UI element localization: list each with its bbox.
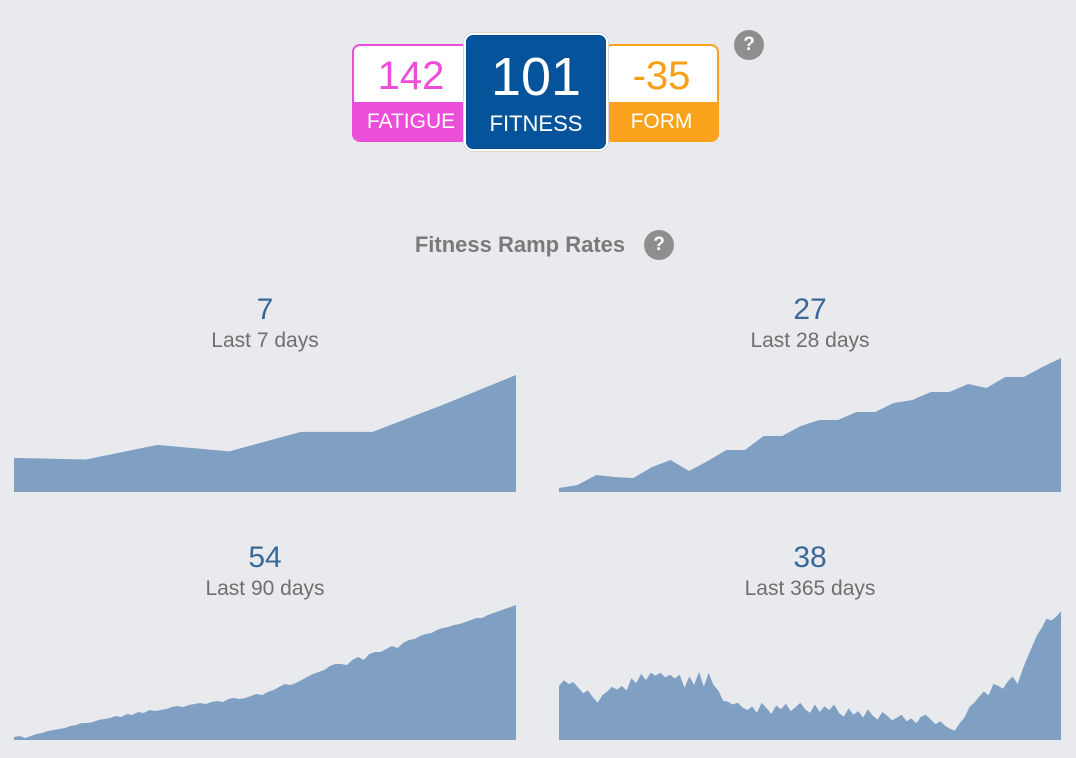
ramp-chart-90-days <box>14 605 516 740</box>
ramp-panel-28-days: 27 Last 28 days <box>559 290 1061 492</box>
ramp-caption: Last 365 days <box>744 577 876 600</box>
question-circle-icon[interactable]: ? <box>734 30 764 60</box>
ramp-area-series <box>559 611 1061 740</box>
ramp-caption: Last 28 days <box>750 329 870 352</box>
fatigue-value: 142 <box>377 54 445 98</box>
ramp-caption: Last 7 days <box>211 329 319 352</box>
ramp-value: 38 <box>793 541 827 574</box>
ramp-panel-7-days: 7 Last 7 days <box>14 290 516 492</box>
ramp-help-icon[interactable]: ? <box>644 230 674 260</box>
fatigue-card[interactable]: 142 FATIGUE <box>352 44 470 142</box>
ramp-panel-90-days: 54 Last 90 days <box>14 538 516 740</box>
fitness-card[interactable]: 101 FITNESS <box>464 33 608 151</box>
form-label: FORM <box>606 102 717 140</box>
ramp-value: 7 <box>256 293 274 326</box>
ramp-area-series <box>559 358 1061 492</box>
form-value: -35 <box>632 54 691 98</box>
form-card[interactable]: -35 FORM <box>604 44 719 142</box>
ramp-value: 54 <box>248 541 282 574</box>
ramp-chart-365-days <box>559 611 1061 740</box>
ramp-chart-7-days <box>14 375 516 492</box>
ramp-caption: Last 90 days <box>205 577 325 600</box>
ramp-chart-28-days <box>559 358 1061 492</box>
fitness-value: 101 <box>490 47 582 107</box>
fatigue-label: FATIGUE <box>354 102 468 140</box>
ramp-value: 27 <box>793 293 827 326</box>
fitness-label: FITNESS <box>489 111 583 136</box>
ramp-rates-title: Fitness Ramp Rates <box>414 232 626 257</box>
ramp-area-series <box>14 605 516 740</box>
ramp-panel-365-days: 38 Last 365 days <box>559 538 1061 740</box>
ramp-area-series <box>14 375 516 492</box>
